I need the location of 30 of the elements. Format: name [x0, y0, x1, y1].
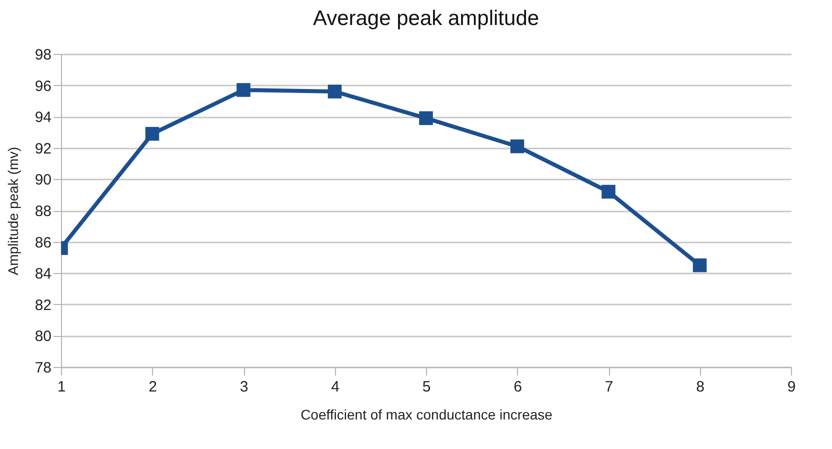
- x-axis-title: Coefficient of max conductance increase: [300, 406, 553, 422]
- y-tick-label: 94: [34, 109, 52, 126]
- x-tick-label: 4: [331, 378, 340, 396]
- x-tick-label: 6: [514, 378, 522, 396]
- y-tick-label: 78: [34, 360, 52, 376]
- x-tick-label: 2: [148, 378, 157, 396]
- y-tick-label: 98: [34, 46, 52, 64]
- y-tick-label: 88: [34, 203, 52, 220]
- y-tick-label: 80: [34, 328, 52, 346]
- point: [510, 139, 524, 154]
- point: [236, 83, 250, 97]
- point: [692, 258, 707, 272]
- y-axis-title: Amplitude peak (mv): [4, 146, 21, 276]
- y-tick-label: 96: [34, 78, 52, 95]
- x-tick-label: 3: [240, 378, 248, 396]
- y-tick-label: 90: [34, 172, 52, 189]
- point: [145, 126, 160, 141]
- x-tick-label: 5: [422, 378, 431, 396]
- x-tick-label: 8: [696, 378, 704, 396]
- y-tick-label: 84: [34, 266, 52, 283]
- x-tick-label: 1: [57, 378, 66, 396]
- x-tick-label: 9: [787, 378, 796, 396]
- chart-title: Average peak amplitude: [312, 7, 540, 30]
- y-tick-label: 86: [34, 234, 52, 252]
- point: [419, 111, 433, 126]
- x-tick-label: 7: [604, 378, 614, 396]
- y-tick-label: 82: [34, 296, 52, 314]
- point: [328, 84, 342, 98]
- point: [602, 184, 616, 199]
- y-tick-label: 92: [34, 140, 52, 158]
